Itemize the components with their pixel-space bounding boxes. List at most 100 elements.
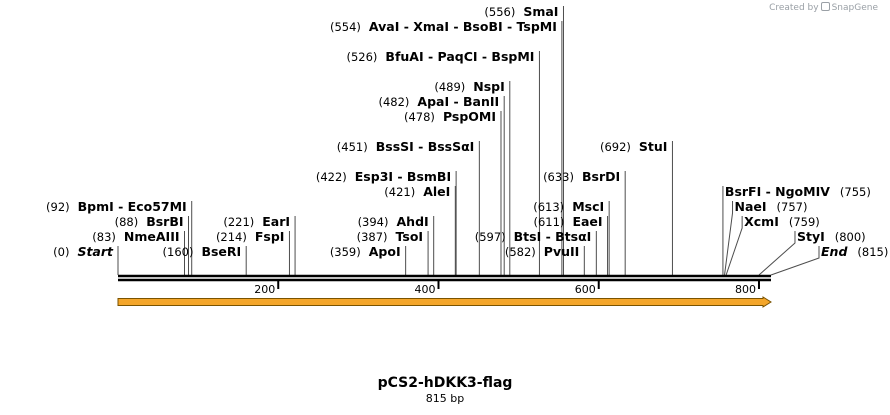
site-connector-naei bbox=[724, 201, 734, 276]
site-position: (221) bbox=[223, 215, 254, 229]
site-connector-xcmi bbox=[725, 216, 743, 276]
site-label-xcmi[interactable]: (759) XcmI bbox=[744, 214, 820, 229]
site-name: BseRI bbox=[201, 244, 241, 259]
site-label-avai[interactable]: AvaI - XmaI - BsoBI - TspMI (554) bbox=[330, 19, 557, 34]
site-position: (757) bbox=[777, 200, 808, 214]
site-label-smai[interactable]: SmaI (556) bbox=[484, 4, 558, 19]
site-name: MscI bbox=[572, 199, 604, 214]
site-position: (482) bbox=[378, 95, 409, 109]
site-connector-styi bbox=[758, 231, 796, 276]
site-position: (422) bbox=[316, 170, 347, 184]
site-label-ahdi[interactable]: AhdI (394) bbox=[358, 214, 429, 229]
site-name: EaeI bbox=[572, 214, 602, 229]
site-position: (597) bbox=[475, 230, 506, 244]
site-name: BfuAI - PaqCI - BspMI bbox=[385, 49, 534, 64]
site-position: (0) bbox=[53, 245, 69, 259]
site-connectors bbox=[117, 6, 820, 276]
site-label-alei[interactable]: AleI (421) bbox=[384, 184, 450, 199]
feature-arrow[interactable] bbox=[117, 296, 772, 308]
site-label-pvuii[interactable]: PvuII (582) bbox=[505, 244, 579, 259]
site-position: (451) bbox=[337, 140, 368, 154]
site-labels: Start (0) NmeAIII (83) BsrBI (88)BpmI - Eco57… bbox=[46, 4, 888, 259]
map-length: 815 bp bbox=[425, 392, 465, 405]
site-name: NaeI bbox=[735, 199, 767, 214]
site-label-bpmi[interactable]: BpmI - Eco57MI (92) bbox=[46, 199, 187, 214]
site-label-btsi[interactable]: BtsI - BtsαI (597) bbox=[475, 229, 592, 244]
site-label-bsssi[interactable]: BssSI - BssSαI (451) bbox=[337, 139, 475, 154]
site-name: End bbox=[821, 244, 848, 259]
site-position: (633) bbox=[543, 170, 574, 184]
site-label-tsoi[interactable]: TsoI (387) bbox=[357, 229, 423, 244]
site-label-esp3i[interactable]: Esp3I - BsmBI (422) bbox=[316, 169, 451, 184]
site-connector-end bbox=[770, 246, 820, 276]
site-name: AhdI bbox=[397, 214, 429, 229]
site-label-naei[interactable]: (757) NaeI bbox=[735, 199, 808, 214]
site-label-fspi[interactable]: FspI (214) bbox=[216, 229, 285, 244]
site-label-start[interactable]: Start (0) bbox=[53, 244, 114, 259]
site-position: (489) bbox=[434, 80, 465, 94]
site-position: (582) bbox=[505, 245, 536, 259]
site-position: (800) bbox=[835, 230, 866, 244]
site-position: (613) bbox=[533, 200, 564, 214]
site-name: EarI bbox=[262, 214, 290, 229]
site-name: SmaI bbox=[523, 4, 558, 19]
watermark-text: Created by bbox=[769, 3, 819, 13]
ruler-tick-label: 800 bbox=[735, 283, 756, 296]
site-position: (83) bbox=[92, 230, 116, 244]
site-position: (160) bbox=[163, 245, 194, 259]
site-name: StuI bbox=[639, 139, 668, 154]
site-label-stui[interactable]: StuI (692) bbox=[600, 139, 667, 154]
ruler: 200 400 600 800 bbox=[254, 279, 760, 296]
site-position: (759) bbox=[789, 215, 820, 229]
site-name: NmeAIII bbox=[124, 229, 180, 244]
site-label-bfuai[interactable]: BfuAI - PaqCI - BspMI (526) bbox=[346, 49, 534, 64]
site-name: BsrBI bbox=[146, 214, 183, 229]
site-label-apoi[interactable]: ApoI (359) bbox=[330, 244, 401, 259]
site-position: (421) bbox=[384, 185, 415, 199]
site-label-nmeaiii[interactable]: NmeAIII (83) bbox=[92, 229, 179, 244]
site-name: BsrDI bbox=[582, 169, 620, 184]
site-label-bsrbi[interactable]: BsrBI (88) bbox=[115, 214, 184, 229]
site-position: (478) bbox=[404, 110, 435, 124]
ruler-tick-label: 400 bbox=[414, 283, 435, 296]
site-label-bsrdi[interactable]: BsrDI (633) bbox=[543, 169, 620, 184]
site-position: (815) bbox=[857, 245, 888, 259]
feature-layer bbox=[117, 296, 772, 308]
site-position: (92) bbox=[46, 200, 70, 214]
ruler-tick-label: 600 bbox=[575, 283, 596, 296]
map-title: pCS2-hDKK3-flag bbox=[377, 375, 513, 391]
site-name: NspI bbox=[473, 79, 505, 94]
site-label-pspomi[interactable]: PspOMI (478) bbox=[404, 109, 496, 124]
site-name: BsrFI - NgoMIV bbox=[725, 184, 830, 199]
site-position: (214) bbox=[216, 230, 247, 244]
site-label-nspi[interactable]: NspI (489) bbox=[434, 79, 504, 94]
watermark: Created by SnapGene bbox=[769, 2, 878, 13]
site-position: (611) bbox=[534, 215, 565, 229]
site-position: (394) bbox=[358, 215, 389, 229]
site-label-eaei[interactable]: EaeI (611) bbox=[534, 214, 603, 229]
site-position: (359) bbox=[330, 245, 361, 259]
backbone bbox=[118, 274, 771, 282]
snapgene-logo-icon bbox=[820, 2, 830, 11]
site-label-eari[interactable]: EarI (221) bbox=[223, 214, 290, 229]
site-label-msci[interactable]: MscI (613) bbox=[533, 199, 604, 214]
site-position: (556) bbox=[484, 5, 515, 19]
site-label-bsrfi[interactable]: (755) BsrFI - NgoMIV bbox=[725, 184, 871, 199]
site-label-bseri[interactable]: BseRI (160) bbox=[163, 244, 242, 259]
site-label-apai[interactable]: ApaI - BanII (482) bbox=[378, 94, 499, 109]
site-name: StyI bbox=[797, 229, 825, 244]
site-position: (692) bbox=[600, 140, 631, 154]
site-position: (554) bbox=[330, 20, 361, 34]
site-label-styi[interactable]: (800) StyI bbox=[797, 229, 866, 244]
site-position: (755) bbox=[840, 185, 871, 199]
site-position: (387) bbox=[357, 230, 388, 244]
site-name: AleI bbox=[423, 184, 450, 199]
site-name: AvaI - XmaI - BsoBI - TspMI bbox=[369, 19, 557, 34]
site-name: PspOMI bbox=[443, 109, 496, 124]
site-position: (526) bbox=[346, 50, 377, 64]
site-name: ApaI - BanII bbox=[417, 94, 499, 109]
site-name: TsoI bbox=[396, 229, 424, 244]
site-label-end[interactable]: (815) End bbox=[821, 244, 888, 259]
